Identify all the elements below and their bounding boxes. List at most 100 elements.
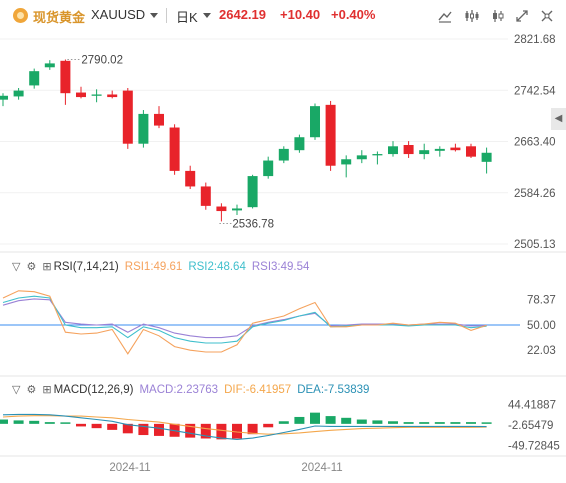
- settings-gear-icon[interactable]: ⚙: [26, 261, 37, 273]
- candle-body: [294, 137, 305, 151]
- candle-body: [122, 90, 133, 144]
- settings-gear-icon[interactable]: ⚙: [26, 384, 37, 396]
- rsi-title-bar: ▽ ⚙ ⊞ RSI(7,14,21) RSI1:49.61 RSI2:48.64 RSI3:…: [12, 260, 315, 273]
- macd-hist-bar: [263, 423, 274, 428]
- rsi-tick-label: 78.37: [527, 294, 556, 306]
- candle-body: [388, 146, 398, 155]
- price-tick-label: 2584.26: [514, 188, 556, 200]
- macd-hist-bar: [0, 419, 8, 424]
- x-axis-label: 2024-11: [109, 462, 150, 474]
- instrument-symbol[interactable]: XAUUSD: [91, 7, 146, 22]
- macd-value: MACD:2.23763: [139, 383, 219, 396]
- macd-hist-bar: [13, 420, 24, 424]
- dif-value: DIF:-6.41957: [224, 383, 292, 396]
- macd-hist-bar: [403, 422, 414, 424]
- candle-body: [185, 170, 196, 187]
- instrument-name[interactable]: 现货黄金: [33, 10, 86, 25]
- x-axis-label: 2024-11: [301, 462, 342, 474]
- candle-body: [341, 159, 352, 165]
- macd-hist-bar: [388, 421, 398, 424]
- macd-tick-label: -2.65479: [508, 420, 553, 432]
- candle-body: [325, 104, 336, 166]
- candle-body: [247, 176, 258, 208]
- rsi-title[interactable]: RSI(7,14,21): [53, 260, 119, 273]
- collapse-icon[interactable]: ▽: [12, 384, 21, 396]
- candle-body: [138, 113, 149, 144]
- macd-hist-bar: [60, 422, 71, 424]
- macd-tick-label: -49.72845: [508, 440, 560, 452]
- dea-value: DEA:-7.53839: [297, 383, 370, 396]
- dea-line: [2, 415, 487, 435]
- macd-hist-bar: [434, 422, 445, 424]
- macd-hist-bar: [372, 420, 383, 424]
- candle-body: [450, 147, 461, 151]
- expand-box-icon[interactable]: ⊞: [42, 261, 52, 273]
- low-price-label: 2536.78: [232, 219, 274, 231]
- collapse-right-icon[interactable]: ◀: [551, 108, 566, 130]
- rsi1-line: [2, 290, 487, 355]
- price-change-percent: +0.40%: [331, 7, 376, 22]
- macd-tick-label: 44.41887: [508, 400, 556, 412]
- fullscreen-icon[interactable]: [514, 8, 530, 24]
- rsi1-value: RSI1:49.61: [124, 260, 183, 273]
- macd-hist-bar: [200, 423, 211, 439]
- symbol-dropdown-icon[interactable]: [150, 13, 158, 18]
- rsi3-value: RSI3:49.54: [251, 260, 310, 273]
- macd-hist-bar: [185, 423, 196, 438]
- candle-body: [232, 208, 242, 211]
- candle-body: [91, 94, 102, 96]
- header-divider: [166, 8, 167, 23]
- price-tick-label: 2821.68: [514, 34, 556, 46]
- macd-hist-bar: [107, 423, 118, 430]
- candle-body: [403, 145, 414, 155]
- macd-hist-bar: [91, 423, 102, 429]
- macd-hist-bar: [310, 412, 320, 424]
- candle-body: [76, 92, 86, 98]
- candlestick-series: [0, 59, 492, 222]
- price-tick-label: 2742.54: [514, 85, 556, 97]
- rsi-tick-label: 22.03: [527, 345, 556, 357]
- macd-hist-bar: [76, 423, 86, 427]
- dif-line: [2, 413, 487, 440]
- macd-title-bar: ▽ ⚙ ⊞ MACD(12,26,9) MACD:2.23763 DIF:-6.41957…: [12, 383, 375, 396]
- candle-body: [481, 152, 492, 162]
- macd-hist-bar: [356, 419, 367, 424]
- candle-body: [0, 95, 8, 100]
- rsi-tick-label: 50.00: [527, 320, 556, 332]
- candle-body: [434, 148, 445, 151]
- candle-body: [216, 206, 227, 212]
- gold-logo-icon: [13, 8, 28, 23]
- expand-box-icon[interactable]: ⊞: [42, 384, 52, 396]
- candle-body: [13, 90, 24, 97]
- macd-hist-bar: [466, 422, 476, 424]
- candle-body: [263, 160, 274, 177]
- macd-hist-bar: [232, 423, 242, 439]
- candle-body: [310, 106, 320, 138]
- macd-hist-bar: [419, 422, 430, 424]
- candle-body: [107, 94, 118, 98]
- macd-hist-bar: [122, 423, 133, 434]
- rsi2-line: [2, 295, 487, 344]
- period-selector[interactable]: 日K: [176, 10, 198, 25]
- macd-title[interactable]: MACD(12,26,9): [53, 383, 134, 396]
- indicator-icon[interactable]: [464, 8, 480, 24]
- collapse-icon[interactable]: ▽: [12, 261, 21, 273]
- macd-hist-bar: [278, 421, 289, 424]
- candle-body: [169, 127, 180, 171]
- draw-line-icon[interactable]: [437, 8, 453, 24]
- price-tick-label: 2663.40: [514, 137, 556, 149]
- candle-type-icon[interactable]: [490, 8, 506, 24]
- candle-body: [60, 60, 71, 94]
- macd-hist-bar: [450, 422, 461, 424]
- candle-body: [278, 148, 289, 161]
- macd-hist-bar: [44, 422, 55, 424]
- rsi2-value: RSI2:48.64: [188, 260, 246, 273]
- candle-body: [44, 63, 55, 68]
- chart-header: 现货黄金 XAUUSD 日K 2642.19 +10.40 +0.40%: [0, 0, 566, 30]
- price-change: +10.40: [280, 7, 321, 22]
- period-dropdown-icon[interactable]: [203, 13, 211, 18]
- macd-hist-bar: [247, 423, 258, 435]
- candle-body: [200, 186, 211, 206]
- settings-icon[interactable]: [539, 8, 555, 24]
